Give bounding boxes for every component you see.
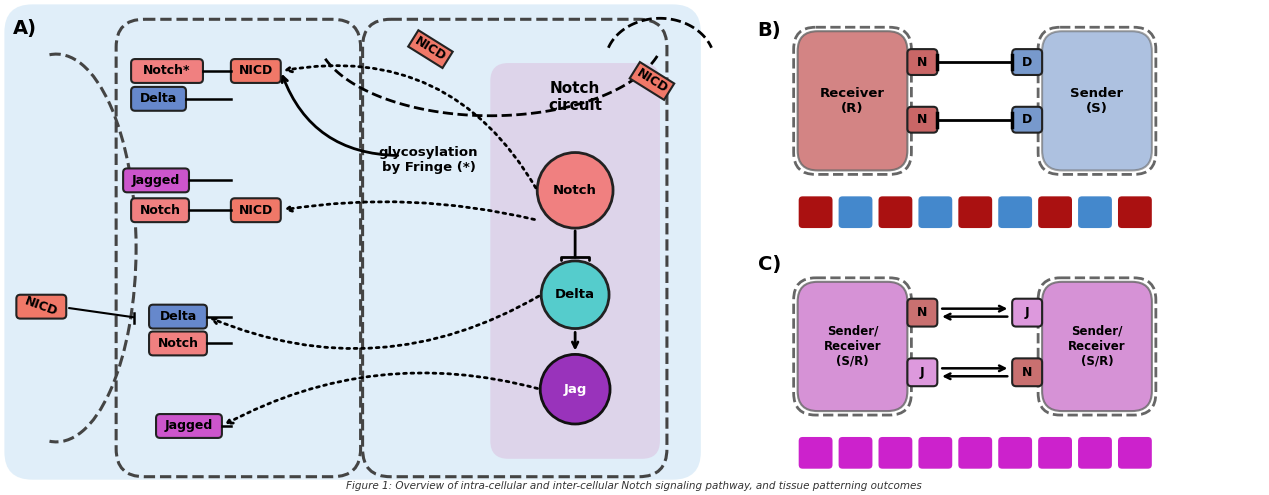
Text: Notch: Notch: [553, 184, 598, 197]
FancyBboxPatch shape: [917, 196, 953, 229]
FancyBboxPatch shape: [148, 305, 207, 329]
FancyBboxPatch shape: [131, 87, 187, 111]
FancyBboxPatch shape: [1037, 436, 1074, 470]
Text: N: N: [917, 55, 928, 68]
FancyBboxPatch shape: [231, 59, 280, 83]
Text: Notch
circuit: Notch circuit: [548, 81, 602, 113]
FancyBboxPatch shape: [156, 414, 222, 438]
Text: Notch: Notch: [157, 337, 198, 350]
Text: D: D: [1022, 113, 1032, 126]
FancyBboxPatch shape: [877, 196, 914, 229]
Text: Figure 1: Overview of intra-cellular and inter-cellular Notch signaling pathway,: Figure 1: Overview of intra-cellular and…: [346, 481, 921, 491]
Text: Delta: Delta: [160, 310, 197, 323]
FancyBboxPatch shape: [1013, 358, 1042, 386]
FancyBboxPatch shape: [907, 358, 938, 386]
FancyBboxPatch shape: [4, 4, 700, 480]
Text: glycosylation
by Fringe (*): glycosylation by Fringe (*): [378, 147, 478, 175]
FancyBboxPatch shape: [131, 198, 189, 222]
FancyBboxPatch shape: [997, 196, 1033, 229]
FancyBboxPatch shape: [1042, 31, 1152, 170]
Text: NICD: NICD: [239, 204, 273, 217]
FancyBboxPatch shape: [798, 436, 834, 470]
Text: Delta: Delta: [140, 93, 178, 105]
FancyBboxPatch shape: [123, 168, 189, 193]
Text: Jagged: Jagged: [165, 419, 213, 433]
FancyBboxPatch shape: [877, 436, 914, 470]
FancyBboxPatch shape: [1037, 196, 1074, 229]
Text: NICD: NICD: [634, 66, 670, 96]
FancyBboxPatch shape: [16, 295, 66, 319]
Text: NICD: NICD: [23, 295, 60, 319]
FancyBboxPatch shape: [231, 198, 280, 222]
Text: N: N: [917, 306, 928, 319]
FancyBboxPatch shape: [957, 196, 994, 229]
FancyBboxPatch shape: [957, 436, 994, 470]
Text: NICD: NICD: [412, 35, 448, 64]
Text: B): B): [758, 21, 782, 40]
Text: Jagged: Jagged: [132, 174, 180, 187]
Text: Sender/
Receiver
(S/R): Sender/ Receiver (S/R): [824, 325, 882, 368]
FancyBboxPatch shape: [490, 63, 660, 459]
FancyBboxPatch shape: [907, 49, 938, 75]
FancyBboxPatch shape: [1117, 436, 1152, 470]
FancyBboxPatch shape: [148, 332, 207, 355]
FancyBboxPatch shape: [997, 436, 1033, 470]
Text: Delta: Delta: [555, 288, 595, 301]
FancyBboxPatch shape: [798, 282, 907, 411]
Text: Notch*: Notch*: [143, 64, 190, 78]
Text: C): C): [758, 255, 780, 274]
FancyBboxPatch shape: [1013, 298, 1042, 327]
Text: Receiver
(R): Receiver (R): [820, 87, 884, 115]
FancyBboxPatch shape: [131, 59, 203, 83]
FancyBboxPatch shape: [1077, 196, 1113, 229]
Circle shape: [537, 152, 613, 228]
Text: Jag: Jag: [563, 383, 586, 396]
Text: A): A): [14, 19, 37, 38]
Text: N: N: [917, 113, 928, 126]
Circle shape: [541, 261, 609, 329]
FancyBboxPatch shape: [798, 196, 834, 229]
FancyBboxPatch shape: [1117, 196, 1152, 229]
FancyBboxPatch shape: [1013, 107, 1042, 133]
Text: J: J: [1025, 306, 1029, 319]
Text: J: J: [920, 366, 925, 379]
Text: NICD: NICD: [239, 64, 273, 78]
FancyBboxPatch shape: [838, 196, 873, 229]
FancyBboxPatch shape: [917, 436, 953, 470]
Text: Sender
(S): Sender (S): [1071, 87, 1123, 115]
FancyBboxPatch shape: [907, 298, 938, 327]
FancyBboxPatch shape: [1077, 436, 1113, 470]
FancyBboxPatch shape: [838, 436, 873, 470]
Circle shape: [541, 354, 610, 424]
FancyBboxPatch shape: [1042, 282, 1152, 411]
Text: D: D: [1022, 55, 1032, 68]
Text: Sender/
Receiver
(S/R): Sender/ Receiver (S/R): [1068, 325, 1126, 368]
FancyBboxPatch shape: [907, 107, 938, 133]
FancyBboxPatch shape: [1013, 49, 1042, 75]
Text: N: N: [1022, 366, 1032, 379]
Text: Notch: Notch: [140, 204, 180, 217]
FancyBboxPatch shape: [798, 31, 907, 170]
